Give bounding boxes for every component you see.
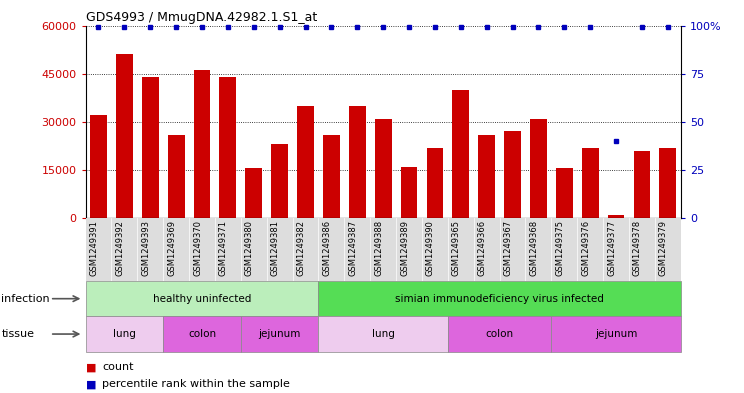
Text: GSM1249378: GSM1249378 bbox=[633, 220, 642, 276]
Text: GSM1249389: GSM1249389 bbox=[400, 220, 409, 276]
Text: GSM1249365: GSM1249365 bbox=[452, 220, 461, 276]
Text: GSM1249392: GSM1249392 bbox=[115, 220, 124, 276]
Text: infection: infection bbox=[1, 294, 50, 304]
Bar bbox=[219, 77, 237, 218]
Bar bbox=[193, 70, 211, 218]
Bar bbox=[297, 106, 314, 218]
Text: ■: ■ bbox=[86, 362, 96, 373]
Bar bbox=[452, 90, 469, 218]
Text: jejunum: jejunum bbox=[258, 329, 301, 339]
Bar bbox=[504, 131, 521, 218]
Bar bbox=[116, 54, 132, 218]
Bar bbox=[349, 106, 366, 218]
Bar bbox=[142, 77, 158, 218]
Bar bbox=[400, 167, 417, 218]
Text: GSM1249386: GSM1249386 bbox=[322, 220, 331, 276]
Text: GSM1249391: GSM1249391 bbox=[89, 220, 98, 276]
Text: GSM1249388: GSM1249388 bbox=[374, 220, 383, 276]
Text: GSM1249379: GSM1249379 bbox=[659, 220, 668, 276]
Text: percentile rank within the sample: percentile rank within the sample bbox=[102, 379, 290, 389]
Text: GSM1249381: GSM1249381 bbox=[271, 220, 280, 276]
Text: tissue: tissue bbox=[1, 329, 34, 339]
Text: GSM1249367: GSM1249367 bbox=[504, 220, 513, 276]
Text: GSM1249375: GSM1249375 bbox=[555, 220, 564, 276]
Text: GSM1249377: GSM1249377 bbox=[607, 220, 616, 276]
Bar bbox=[608, 215, 624, 218]
Text: healthy uninfected: healthy uninfected bbox=[153, 294, 251, 304]
Text: GSM1249393: GSM1249393 bbox=[141, 220, 150, 276]
Text: GSM1249370: GSM1249370 bbox=[193, 220, 202, 276]
Text: GSM1249368: GSM1249368 bbox=[530, 220, 539, 276]
Bar bbox=[272, 144, 288, 218]
Bar bbox=[582, 147, 599, 218]
Text: GSM1249390: GSM1249390 bbox=[426, 220, 435, 276]
Bar bbox=[167, 135, 185, 218]
Text: simian immunodeficiency virus infected: simian immunodeficiency virus infected bbox=[395, 294, 604, 304]
Bar bbox=[323, 135, 340, 218]
Bar bbox=[426, 147, 443, 218]
Bar bbox=[246, 168, 262, 218]
Bar bbox=[659, 147, 676, 218]
Text: GSM1249371: GSM1249371 bbox=[219, 220, 228, 276]
Text: GSM1249382: GSM1249382 bbox=[297, 220, 306, 276]
Text: lung: lung bbox=[113, 329, 136, 339]
Text: lung: lung bbox=[372, 329, 394, 339]
Text: colon: colon bbox=[188, 329, 216, 339]
Text: GSM1249366: GSM1249366 bbox=[478, 220, 487, 276]
Text: GSM1249380: GSM1249380 bbox=[245, 220, 254, 276]
Bar bbox=[556, 168, 573, 218]
Bar bbox=[90, 116, 107, 218]
Text: jejunum: jejunum bbox=[595, 329, 638, 339]
Text: ■: ■ bbox=[86, 379, 96, 389]
Text: colon: colon bbox=[486, 329, 513, 339]
Bar bbox=[375, 119, 391, 218]
Bar bbox=[530, 119, 547, 218]
Text: count: count bbox=[102, 362, 133, 373]
Text: GSM1249369: GSM1249369 bbox=[167, 220, 176, 276]
Bar bbox=[478, 135, 495, 218]
Text: GDS4993 / MmugDNA.42982.1.S1_at: GDS4993 / MmugDNA.42982.1.S1_at bbox=[86, 11, 317, 24]
Text: GSM1249376: GSM1249376 bbox=[581, 220, 590, 276]
Bar bbox=[634, 151, 650, 218]
Text: GSM1249387: GSM1249387 bbox=[348, 220, 357, 276]
